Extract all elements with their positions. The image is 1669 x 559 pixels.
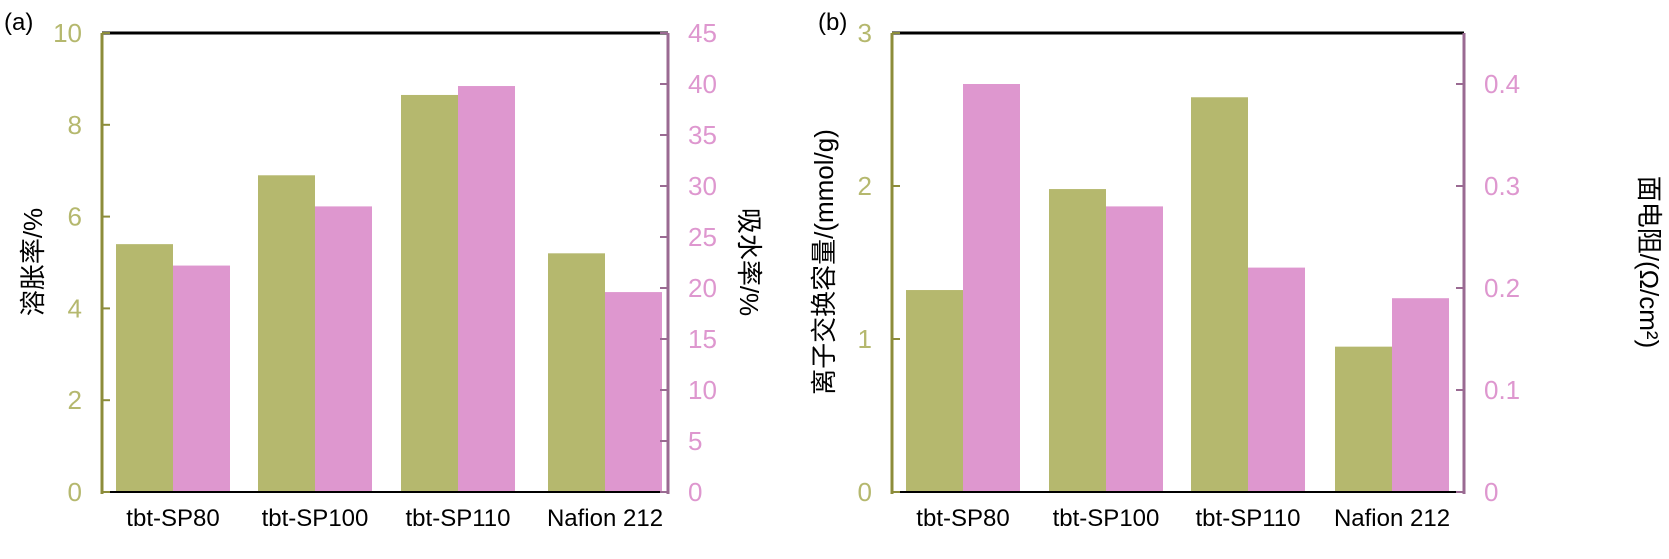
category-label-0-1: tbt-SP100 [262,505,369,532]
tick-label-left-1-2: 2 [858,171,872,201]
bar-right-0-1 [315,206,372,492]
bar-right-1-0 [963,84,1020,492]
bar-left-1-3 [1335,346,1392,492]
bar-left-0-3 [548,253,605,492]
tick-label-left-1-0: 0 [858,477,872,507]
bar-right-0-3 [605,292,662,492]
tick-label-right-1-1: 0.1 [1484,375,1520,405]
bar-right-1-2 [1248,267,1305,492]
tick-label-right-0-6: 30 [688,171,717,201]
tick-label-right-0-7: 35 [688,120,717,150]
bar-right-1-3 [1392,298,1449,492]
category-label-1-0: tbt-SP80 [916,505,1009,532]
bar-left-1-2 [1191,97,1248,492]
ylabel-left-1: 离子交换容量/(mmol/g) [809,129,839,395]
category-label-1-1: tbt-SP100 [1053,505,1160,532]
category-label-1-2: tbt-SP110 [1196,505,1301,532]
tick-label-right-0-0: 0 [688,477,702,507]
tick-label-right-0-8: 40 [688,69,717,99]
bar-left-0-2 [401,94,458,492]
tick-label-right-1-4: 0.4 [1484,69,1520,99]
tick-label-right-0-2: 10 [688,375,717,405]
tick-label-right-1-0: 0 [1484,477,1498,507]
bar-left-1-1 [1049,189,1106,492]
ylabel-right-0: 吸水率/% [734,208,764,316]
tick-label-left-0-1: 2 [68,385,82,415]
bar-left-0-1 [258,175,315,493]
tick-label-left-0-3: 6 [68,202,82,232]
tick-label-right-0-4: 20 [688,273,717,303]
tick-label-right-0-9: 45 [688,18,717,48]
tick-label-right-0-3: 15 [688,324,717,354]
bar-right-0-0 [173,265,230,492]
panel-label-0: (a) [4,9,33,36]
tick-label-left-0-4: 8 [68,110,82,140]
tick-label-right-1-3: 0.3 [1484,171,1520,201]
bar-right-0-2 [458,86,515,492]
category-label-0-0: tbt-SP80 [126,505,219,532]
bar-left-1-0 [906,290,963,492]
tick-label-right-0-1: 5 [688,426,702,456]
category-label-0-3: Nafion 212 [547,505,663,532]
bar-left-0-0 [116,244,173,492]
tick-label-right-0-5: 25 [688,222,717,252]
tick-label-left-1-3: 3 [858,18,872,48]
tick-label-left-0-0: 0 [68,477,82,507]
tick-label-left-0-5: 10 [53,18,82,48]
bar-right-1-1 [1106,206,1163,492]
category-label-0-2: tbt-SP110 [406,505,511,532]
panel-label-1: (b) [818,9,847,36]
ylabel-left-0: 溶胀率/% [18,208,48,316]
category-label-1-3: Nafion 212 [1334,505,1450,532]
tick-label-left-0-2: 4 [68,293,82,323]
tick-label-right-1-2: 0.2 [1484,273,1520,303]
ylabel-right-1: 面电阻/(Ω/cm²) [1634,176,1664,349]
tick-label-left-1-1: 1 [858,324,872,354]
